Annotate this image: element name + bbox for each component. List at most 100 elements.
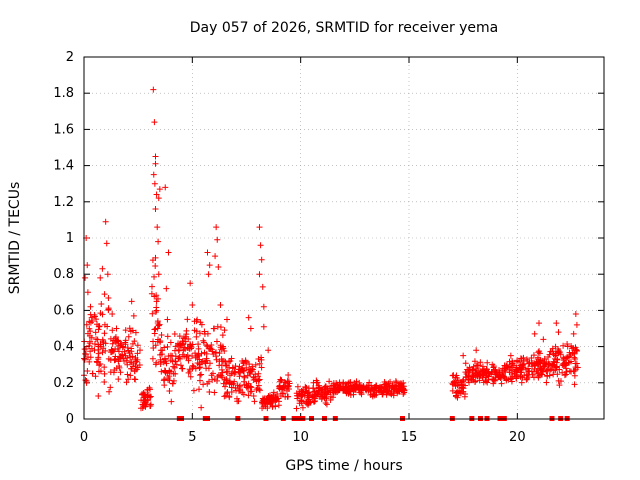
data-point xyxy=(245,314,252,321)
data-point xyxy=(535,354,542,361)
data-point xyxy=(152,206,159,213)
data-point xyxy=(324,391,331,398)
data-point xyxy=(101,364,108,371)
data-point xyxy=(520,357,527,364)
data-point xyxy=(519,361,526,368)
data-point xyxy=(209,370,216,377)
data-point xyxy=(153,191,160,198)
x-tick-label: 10 xyxy=(292,430,309,445)
data-point xyxy=(260,396,267,403)
data-point xyxy=(128,298,135,305)
data-point xyxy=(102,218,109,225)
data-point xyxy=(474,362,481,369)
data-point xyxy=(196,377,203,384)
data-point xyxy=(185,335,192,342)
y-tick-label: 1 xyxy=(66,231,74,246)
data-point xyxy=(121,357,128,364)
data-point xyxy=(92,373,99,380)
y-tick-label: 1.2 xyxy=(53,195,74,210)
data-point xyxy=(147,401,154,408)
data-point xyxy=(152,262,159,269)
data-point xyxy=(249,366,256,373)
data-point xyxy=(209,376,216,383)
x-axis-title: GPS time / hours xyxy=(285,458,402,474)
data-point xyxy=(230,380,237,387)
data-point xyxy=(564,343,571,350)
data-point xyxy=(277,376,284,383)
data-point xyxy=(152,160,159,167)
data-point xyxy=(106,388,113,395)
data-point xyxy=(170,377,177,384)
data-point xyxy=(158,351,165,358)
data-point xyxy=(92,329,99,336)
data-point xyxy=(509,373,516,380)
data-point xyxy=(165,249,172,256)
data-point xyxy=(84,368,91,375)
data-point xyxy=(284,393,291,400)
data-point xyxy=(103,240,110,247)
data-point xyxy=(555,329,562,336)
data-point xyxy=(84,262,91,269)
data-point xyxy=(197,364,204,371)
data-point xyxy=(198,321,205,328)
data-point xyxy=(175,355,182,362)
data-point xyxy=(528,354,535,361)
data-point xyxy=(220,380,227,387)
data-point xyxy=(560,357,567,364)
data-point xyxy=(139,404,146,411)
data-point xyxy=(241,360,248,367)
data-point xyxy=(171,330,178,337)
data-point xyxy=(95,346,102,353)
data-point xyxy=(240,367,247,374)
data-point xyxy=(240,378,247,385)
data-point xyxy=(204,380,211,387)
data-point xyxy=(155,195,162,202)
data-point xyxy=(84,289,91,296)
data-point xyxy=(104,271,111,278)
data-point xyxy=(310,379,317,386)
data-point xyxy=(255,377,262,384)
data-point xyxy=(324,388,331,395)
data-point xyxy=(383,380,390,387)
data-point xyxy=(224,316,230,323)
data-point xyxy=(203,355,210,362)
data-point xyxy=(124,371,131,378)
data-point xyxy=(221,348,228,355)
data-point xyxy=(506,358,513,365)
data-point xyxy=(460,352,467,359)
data-point xyxy=(573,321,580,328)
data-point xyxy=(163,285,170,292)
data-point xyxy=(363,384,370,391)
data-point xyxy=(168,398,175,405)
data-point xyxy=(560,360,567,367)
data-point xyxy=(272,396,279,403)
data-point xyxy=(553,364,560,371)
data-point xyxy=(132,356,139,363)
data-point xyxy=(190,387,197,394)
data-point xyxy=(201,328,208,335)
data-point xyxy=(215,263,222,270)
data-point xyxy=(167,339,174,346)
data-point xyxy=(117,369,124,376)
data-point xyxy=(217,301,224,308)
data-point xyxy=(470,366,477,373)
data-point xyxy=(163,360,170,367)
data-point xyxy=(223,362,230,369)
data-point xyxy=(300,389,307,396)
data-point xyxy=(99,265,106,272)
data-point xyxy=(189,365,196,372)
data-point xyxy=(526,360,533,367)
data-point xyxy=(396,387,403,394)
data-point xyxy=(358,384,365,391)
data-point xyxy=(467,367,474,374)
data-point xyxy=(141,391,148,398)
data-point xyxy=(543,358,550,365)
data-point xyxy=(205,365,212,372)
data-point xyxy=(366,379,373,386)
data-point xyxy=(218,346,225,353)
data-point xyxy=(299,404,306,411)
chart-title: Day 057 of 2026, SRMTID for receiver yem… xyxy=(190,20,499,36)
data-point xyxy=(256,271,263,278)
data-point xyxy=(115,376,122,383)
x-tick-label: 15 xyxy=(401,430,418,445)
